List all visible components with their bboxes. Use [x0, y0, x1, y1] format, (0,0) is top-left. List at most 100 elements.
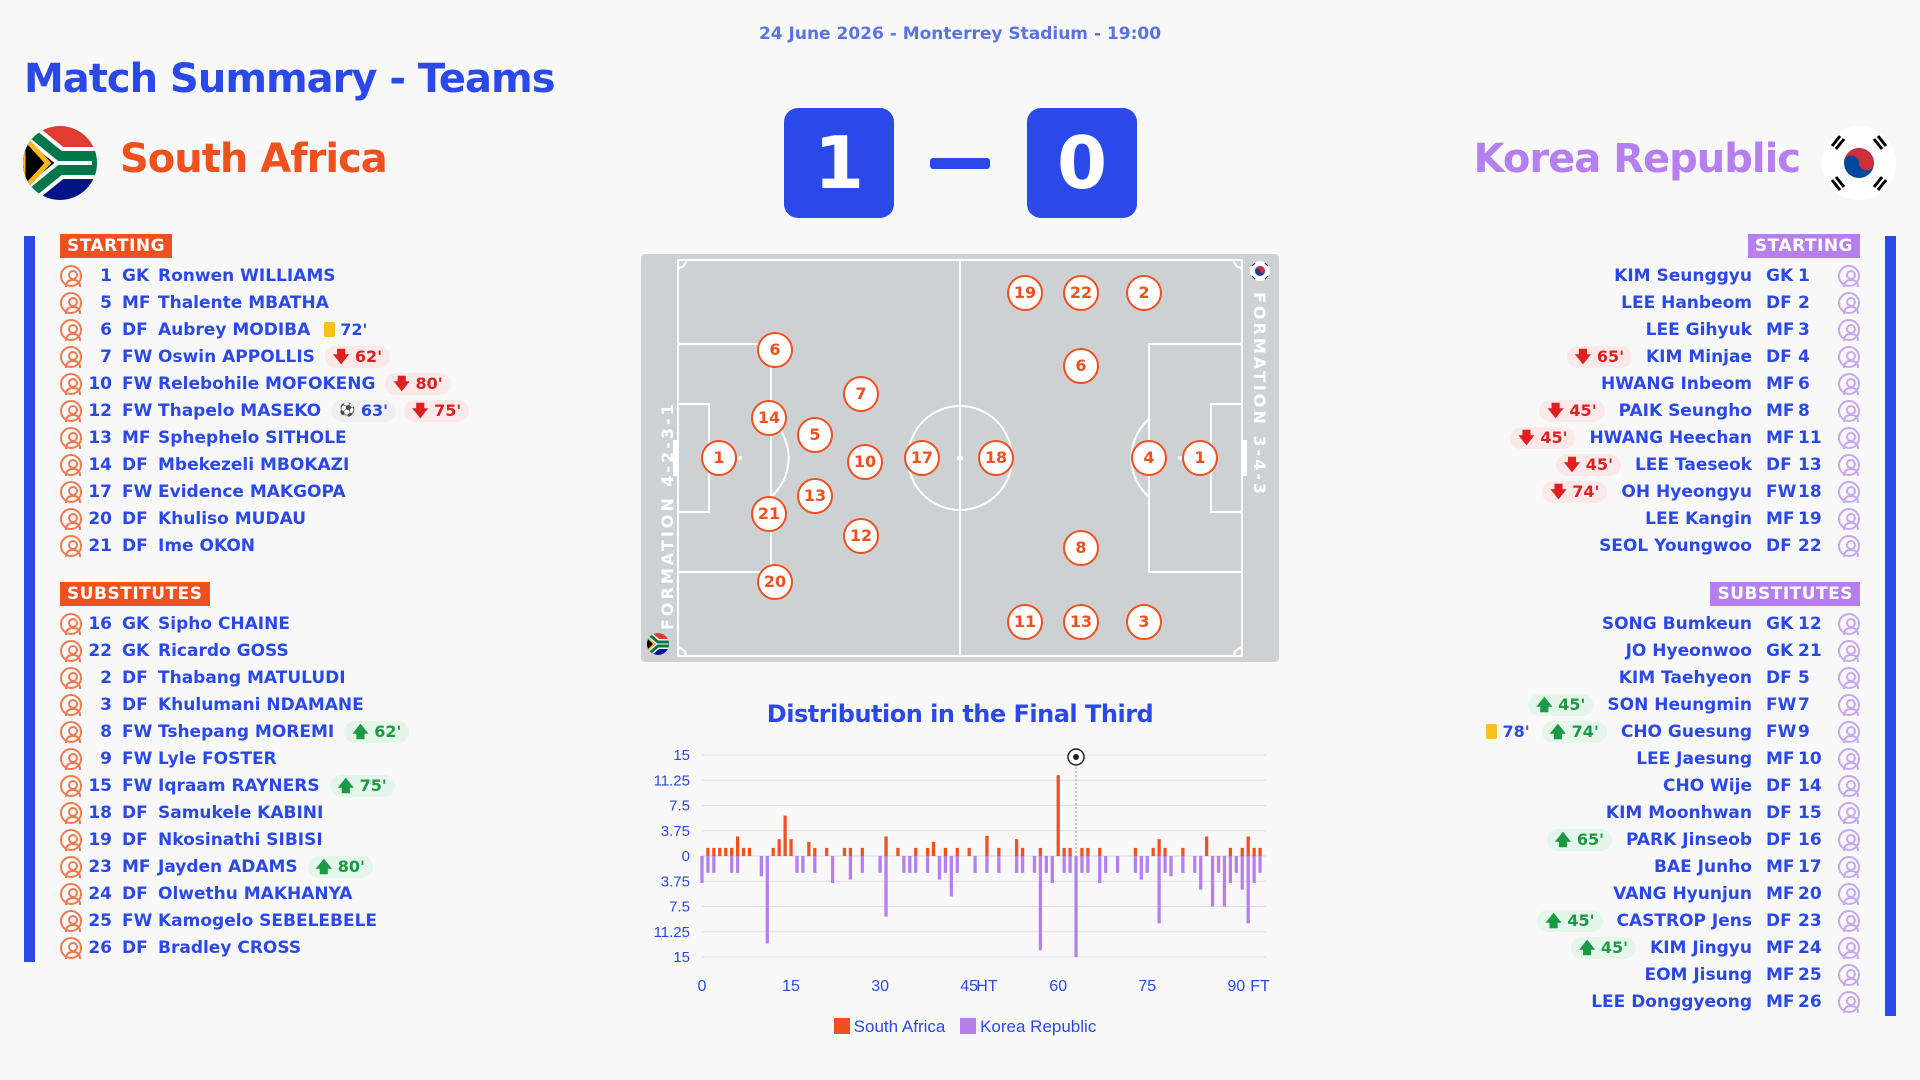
away-position-marker: 1 [1182, 440, 1218, 476]
legend-swatch-away [960, 1018, 977, 1034]
player-number: 26 [88, 937, 112, 958]
player-number: 11 [1798, 427, 1822, 448]
chart-bar [1056, 775, 1060, 856]
player-avatar-icon [60, 828, 82, 851]
player-row: 🡇 45' PAIK Seungho MF 8 [1508, 397, 1860, 424]
sub-on-badge: 🡅 45' [1537, 909, 1603, 932]
player-avatar-icon [1838, 774, 1860, 797]
player-number: 9 [1798, 721, 1810, 742]
player-row: EOM Jisung MF 25 [1480, 961, 1860, 988]
chart-bar [985, 856, 989, 873]
player-position: DF [1766, 454, 1792, 475]
player-number: 15 [1798, 802, 1822, 823]
player-position: MF [1766, 748, 1795, 769]
player-avatar-icon [1838, 693, 1860, 716]
player-number: 14 [88, 454, 112, 475]
player-number: 13 [1798, 454, 1822, 475]
player-row: SONG Bumkeun GK 12 [1480, 610, 1860, 637]
chart-bar [771, 847, 775, 856]
player-row: 🡇 65' KIM Minjae DF 4 [1508, 343, 1860, 370]
player-name: Thabang MATULUDI [158, 667, 346, 688]
south-africa-flag-icon [647, 633, 669, 655]
x-tick-label: 90 [1227, 978, 1245, 995]
home-subs-list: 16 GK Sipho CHAINE 22 GK Ricardo GOSS 2 DF Thaba… [60, 610, 415, 961]
player-number: 20 [1798, 883, 1822, 904]
player-row: 🡅 45' SON Heungmin FW 7 [1480, 691, 1860, 718]
home-position-marker: 17 [904, 440, 940, 476]
player-name: KIM Taehyeon [1618, 667, 1752, 688]
arrow-down-icon: 🡇 [1574, 346, 1592, 366]
home-starting-list: 1 GK Ronwen WILLIAMS 5 MF Thalente MBATHA 6 DF A… [60, 262, 475, 559]
player-number: 22 [88, 640, 112, 661]
player-name: KIM Jingyu [1650, 937, 1752, 958]
chart-bar [801, 856, 805, 873]
y-tick-label: 7.5 [669, 798, 690, 815]
player-position: FW [1766, 481, 1797, 502]
sub-on-badge: 🡅 74' [1541, 720, 1607, 743]
player-row: 14 DF Mbekezeli MBOKAZI [60, 451, 475, 478]
player-number: 18 [88, 802, 112, 823]
player-name: LEE Hanbeom [1621, 292, 1752, 313]
home-position-marker: 10 [847, 444, 883, 480]
arrow-down-icon: 🡇 [1550, 481, 1567, 501]
player-position: MF [1766, 373, 1795, 394]
player-name: Olwethu MAKHANYA [158, 883, 353, 904]
arrow-down-icon: 🡇 [393, 373, 410, 393]
player-row: 23 MF Jayden ADAMS 🡅 80' [60, 853, 415, 880]
korea-flag-icon [1250, 261, 1270, 281]
player-row: 2 DF Thabang MATULUDI [60, 664, 415, 691]
formation-pitch: 1 6 14 21 20 5 13 7 10 12 17 18 19 22 2 … [641, 254, 1279, 662]
player-number: 3 [1798, 319, 1810, 340]
player-number: 3 [100, 694, 112, 715]
south-africa-flag-icon [23, 126, 97, 200]
chart-bar [1228, 847, 1233, 856]
player-position: FW [122, 721, 153, 742]
player-row: 🡅 65' PARK Jinseob DF 16 [1480, 826, 1860, 853]
player-position: GK [1766, 265, 1794, 286]
player-number: 5 [100, 292, 112, 313]
player-name: Sipho CHAINE [158, 613, 290, 634]
chart-bar [1080, 847, 1084, 856]
player-name: Nkosinathi SIBISI [158, 829, 323, 850]
sub-off-badge: 🡇 65' [1566, 345, 1632, 368]
player-name: LEE Jaesung [1636, 748, 1752, 769]
chart-bar [1216, 856, 1221, 873]
player-position: DF [122, 319, 148, 340]
player-row: LEE Jaesung MF 10 [1480, 745, 1860, 772]
player-row: 22 GK Ricardo GOSS [60, 637, 415, 664]
sub-off-badge: 🡇 62' [324, 345, 391, 368]
player-number: 7 [1798, 694, 1810, 715]
away-position-marker: 2 [1126, 275, 1162, 311]
chart-bar [1210, 856, 1215, 907]
y-tick-label: 15 [673, 747, 690, 764]
legend-label-away: Korea Republic [980, 1017, 1097, 1036]
player-number: 25 [88, 910, 112, 931]
sub-on-badge: 🡅 45' [1528, 693, 1594, 716]
player-row: 6 DF Aubrey MODIBA 72' [60, 316, 475, 343]
chart-bar [1163, 856, 1167, 873]
player-position: DF [122, 883, 148, 904]
home-position-marker: 14 [751, 400, 787, 436]
away-position-marker: 3 [1126, 604, 1162, 640]
x-tick-label: 75 [1138, 978, 1156, 995]
x-tick-label: 45 [960, 978, 978, 995]
player-number: 21 [88, 535, 112, 556]
chart-bar [807, 841, 811, 856]
chart-bar [741, 847, 746, 856]
player-position: FW [1766, 721, 1797, 742]
player-avatar-icon [1838, 936, 1860, 959]
player-row: 5 MF Thalente MBATHA [60, 289, 475, 316]
player-avatar-icon [1838, 639, 1860, 662]
y-tick-label: 3.75 [661, 823, 690, 840]
chart-bar [1038, 856, 1043, 951]
chart-bar [902, 856, 906, 873]
player-position: FW [122, 748, 153, 769]
player-avatar-icon [1838, 426, 1860, 449]
player-avatar-icon [60, 507, 82, 530]
chart-bar [931, 841, 936, 856]
player-avatar-icon [60, 909, 82, 932]
player-avatar-icon [60, 480, 82, 503]
player-avatar-icon [1838, 720, 1860, 743]
chart-bar [1204, 836, 1209, 856]
chart-bar [1145, 856, 1149, 873]
